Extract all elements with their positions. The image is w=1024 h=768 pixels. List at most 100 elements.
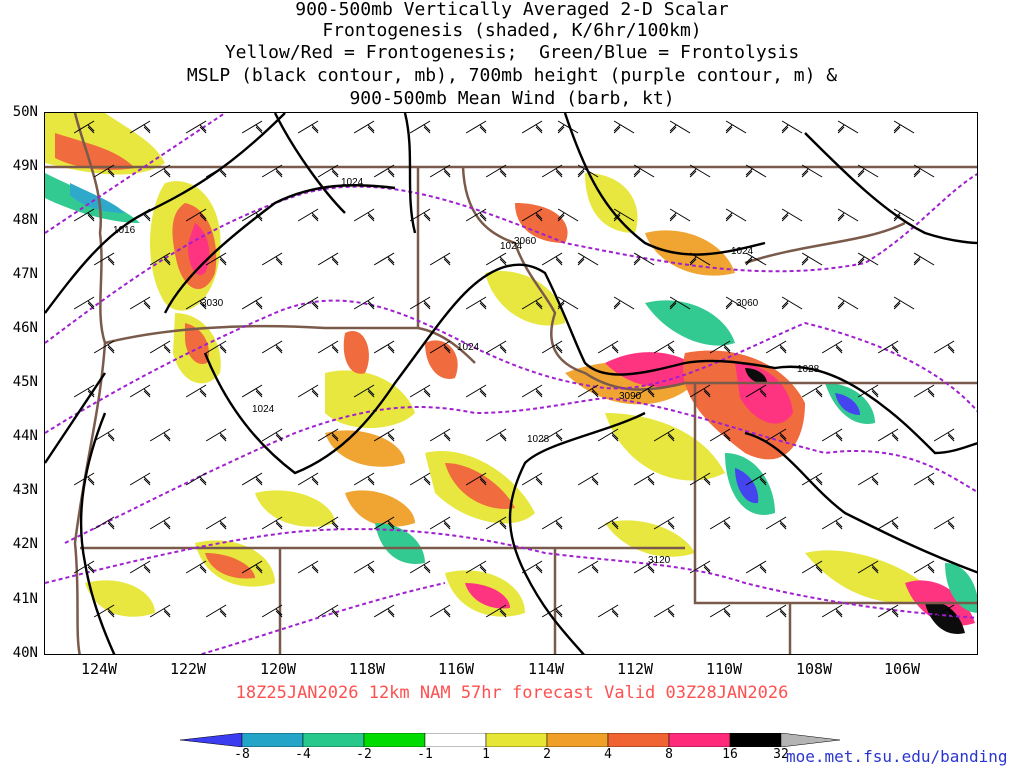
wind-barb bbox=[373, 252, 395, 266]
wind-barb bbox=[317, 164, 339, 178]
wind-barb bbox=[877, 340, 899, 354]
wind-barb bbox=[241, 560, 263, 574]
wind-barb bbox=[261, 340, 283, 354]
wind-barb bbox=[653, 428, 675, 442]
lon-label-106w: 106W bbox=[883, 660, 921, 678]
wind-barb bbox=[185, 560, 207, 574]
wind-barb bbox=[521, 296, 543, 310]
lat-label-43n: 43N bbox=[12, 482, 38, 498]
wind-barb bbox=[801, 164, 823, 178]
wind-barb bbox=[653, 516, 675, 530]
wind-barb bbox=[541, 604, 563, 618]
wind-barb bbox=[877, 428, 899, 442]
wind-barb bbox=[837, 120, 859, 134]
wind-barb bbox=[577, 472, 599, 486]
wind-barb bbox=[353, 560, 375, 574]
wind-barb bbox=[465, 560, 487, 574]
wind-barb bbox=[429, 516, 451, 530]
wind-barb bbox=[633, 384, 655, 398]
wind-barb bbox=[577, 164, 599, 178]
wind-barb bbox=[745, 164, 767, 178]
height-label-3060-a: 3060 bbox=[514, 236, 537, 247]
wind-barb bbox=[837, 208, 859, 222]
lon-label-118w: 118W bbox=[348, 660, 386, 678]
lon-label-108w: 108W bbox=[795, 660, 833, 678]
wind-barb bbox=[541, 340, 563, 354]
wind-barb bbox=[745, 384, 767, 398]
colorbar-strip bbox=[180, 733, 841, 747]
map-panel: 1024 1016 1024 1024 1024 1024 1028 1028 … bbox=[44, 112, 978, 655]
wind-barb bbox=[669, 208, 691, 222]
wind-barb bbox=[409, 120, 431, 134]
wind-barb bbox=[933, 604, 955, 618]
wind-barb bbox=[689, 384, 711, 398]
lon-label-112w: 112W bbox=[616, 660, 654, 678]
mslp-label-1024-b: 1024 bbox=[500, 241, 523, 252]
wind-barb bbox=[857, 472, 879, 486]
wind-barb bbox=[353, 472, 375, 486]
forecast-valid-time: 18Z25JAN2026 12km NAM 57hr forecast Vali… bbox=[235, 683, 789, 703]
wind-barb bbox=[485, 428, 507, 442]
colorbar-label-16: 16 bbox=[722, 747, 738, 762]
wind-barb bbox=[633, 164, 655, 178]
wind-barb bbox=[93, 164, 115, 178]
wind-barb bbox=[597, 428, 619, 442]
wind-barb bbox=[317, 340, 339, 354]
wind-barb bbox=[129, 384, 151, 398]
wind-barb bbox=[597, 604, 619, 618]
colorbar-label-32: 32 bbox=[773, 747, 789, 762]
state-borders bbox=[45, 113, 977, 654]
wind-barb bbox=[205, 428, 227, 442]
wind-barb bbox=[557, 120, 579, 134]
wind-barb bbox=[613, 296, 635, 310]
wind-barb bbox=[485, 164, 507, 178]
wind-barb bbox=[837, 296, 859, 310]
wind-barb bbox=[669, 120, 691, 134]
wind-barb bbox=[93, 428, 115, 442]
wind-barb bbox=[521, 472, 543, 486]
wind-barb bbox=[709, 604, 731, 618]
wind-barb bbox=[577, 384, 599, 398]
wind-barb bbox=[241, 208, 263, 222]
wind-barb bbox=[93, 604, 115, 618]
wind-barb bbox=[205, 252, 227, 266]
wind-barb bbox=[409, 208, 431, 222]
lat-label-42n: 42N bbox=[12, 536, 38, 552]
wind-barb bbox=[893, 120, 915, 134]
source-url[interactable]: moe.met.fsu.edu/banding bbox=[786, 747, 1008, 766]
wind-barb bbox=[185, 472, 207, 486]
wind-barb bbox=[409, 296, 431, 310]
wind-barb bbox=[781, 296, 803, 310]
wind-barb bbox=[633, 252, 655, 266]
wind-barb bbox=[689, 164, 711, 178]
wind-barb bbox=[185, 296, 207, 310]
wind-barb bbox=[725, 296, 747, 310]
wind-barb bbox=[429, 428, 451, 442]
wind-barb bbox=[353, 384, 375, 398]
wind-barb bbox=[129, 120, 151, 134]
wind-barb bbox=[149, 340, 171, 354]
wind-barb bbox=[541, 252, 563, 266]
mslp-label-1024-a: 1024 bbox=[341, 177, 364, 188]
wind-barb bbox=[765, 516, 787, 530]
wind-barb bbox=[429, 340, 451, 354]
wind-barb bbox=[877, 604, 899, 618]
wind-barb bbox=[765, 428, 787, 442]
wind-barb bbox=[893, 208, 915, 222]
wind-barb bbox=[725, 120, 747, 134]
wind-barb bbox=[577, 560, 599, 574]
wind-barb bbox=[709, 340, 731, 354]
wind-barb bbox=[485, 252, 507, 266]
wind-barb bbox=[409, 472, 431, 486]
wind-barb bbox=[689, 560, 711, 574]
wind-barb bbox=[129, 560, 151, 574]
wind-barb bbox=[821, 604, 843, 618]
lon-label-120w: 120W bbox=[259, 660, 297, 678]
wind-barb bbox=[913, 472, 935, 486]
wind-barb bbox=[465, 120, 487, 134]
wind-barb bbox=[353, 208, 375, 222]
lat-label-50n: 50N bbox=[12, 104, 38, 120]
wind-barb bbox=[429, 604, 451, 618]
wind-barb bbox=[93, 252, 115, 266]
wind-barb bbox=[933, 516, 955, 530]
